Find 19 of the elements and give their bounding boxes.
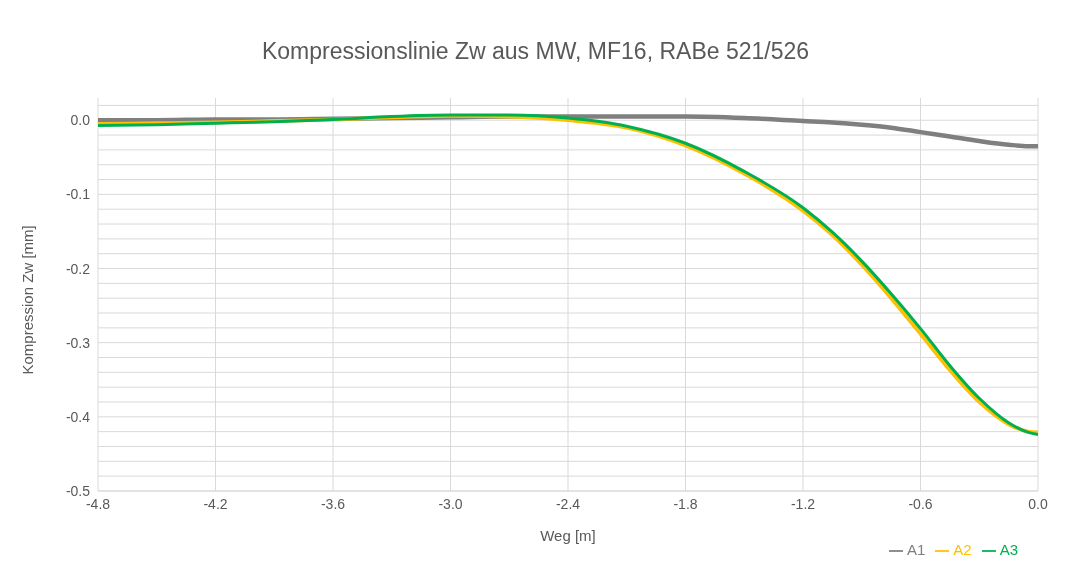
chart-title: Kompressionslinie Zw aus MW, MF16, RABe 521/526 xyxy=(260,37,811,66)
y-axis-title: Kompression Zw [mm] xyxy=(19,225,37,375)
y-tick-label: -0.2 xyxy=(65,260,91,277)
x-tick-label: -2.4 xyxy=(555,495,581,512)
x-tick-label: -3.6 xyxy=(320,495,346,512)
x-tick-label: -4.2 xyxy=(203,495,228,512)
legend-label: A2 xyxy=(953,540,972,558)
y-tick-label: -0.1 xyxy=(65,186,91,203)
legend-label: A1 xyxy=(906,540,926,558)
x-axis-title: Weg [m] xyxy=(540,526,596,544)
x-tick-label: -1.2 xyxy=(790,495,816,512)
y-tick-label: -0.4 xyxy=(65,408,91,425)
x-tick-label: -0.6 xyxy=(908,495,933,512)
x-tick-label: -1.8 xyxy=(673,495,698,512)
y-tick-label: -0.3 xyxy=(65,334,91,351)
y-tick-label: 0.0 xyxy=(70,112,91,129)
x-tick-label: 0.0 xyxy=(1028,495,1048,512)
x-tick-label: -3.0 xyxy=(438,495,463,512)
legend-label: A3 xyxy=(999,540,1018,558)
